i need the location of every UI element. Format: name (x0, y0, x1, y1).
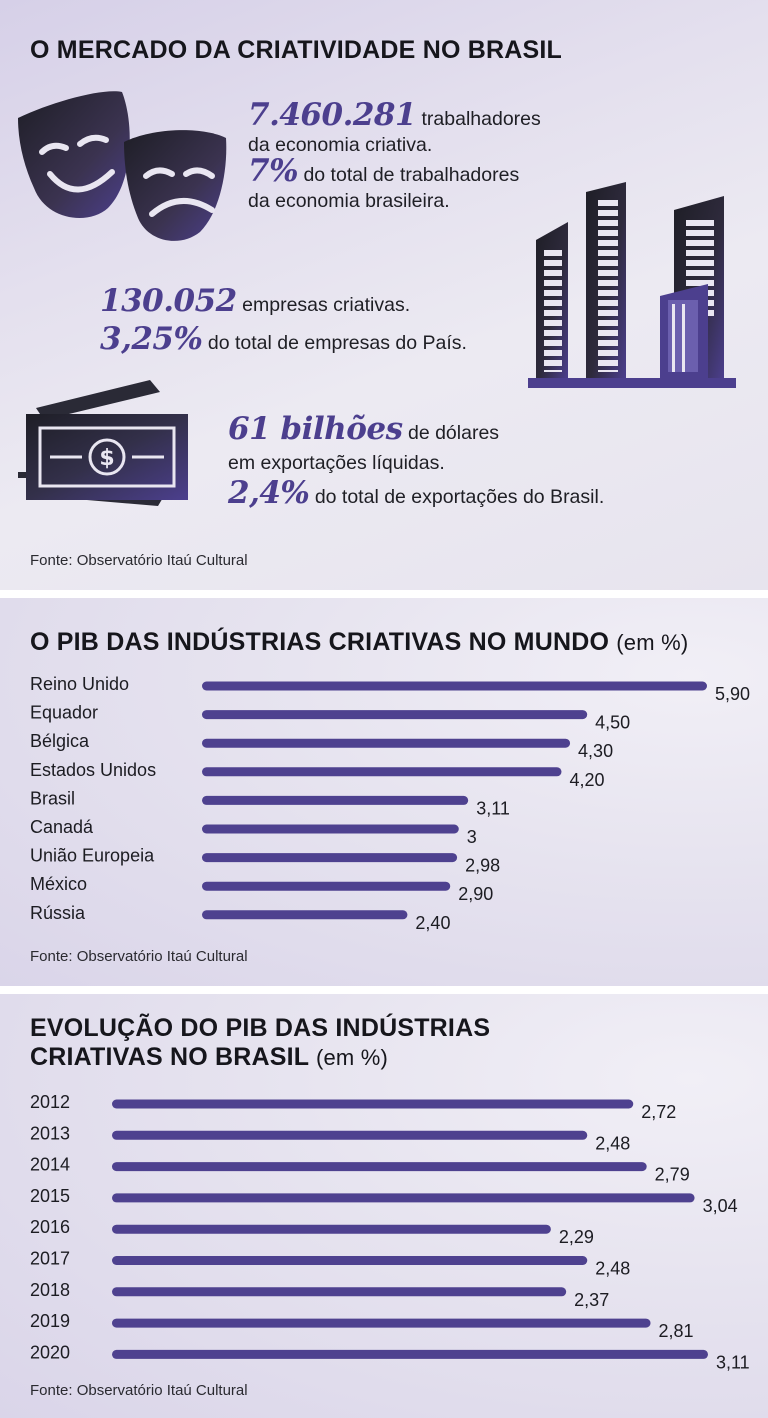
companies-text: empresas criativas. (242, 294, 411, 316)
bar (112, 1193, 695, 1203)
bar (112, 1224, 551, 1234)
bar (112, 1162, 647, 1172)
brazil-gdp-bar-chart: 2012 2,72 2013 2,48 2014 2,79 2015 3,04 2016 2,29… (30, 1092, 750, 1372)
category-label: México (30, 874, 87, 894)
value-label: 2,90 (458, 884, 493, 904)
bar (112, 1256, 588, 1265)
chart-title: EVOLUÇÃO DO PIB DAS INDÚSTRIAS CRIATIVAS… (30, 1014, 490, 1072)
value-label: 2,29 (559, 1227, 594, 1247)
category-label: 2017 (30, 1249, 70, 1269)
category-label: 2013 (30, 1123, 70, 1143)
chart-unit: (em %) (315, 1045, 389, 1070)
bar (202, 767, 562, 777)
bar (202, 710, 588, 720)
value-label: 5,90 (715, 684, 750, 704)
value-label: 2,40 (415, 913, 450, 933)
workers-pct-text-1: do total de trabalhadores (303, 164, 520, 186)
bar (112, 1287, 567, 1297)
category-label: 2014 (30, 1155, 70, 1175)
companies-pct-text: do total de empresas do País. (207, 332, 467, 354)
value-label: 2,81 (659, 1321, 694, 1341)
value-label: 2,79 (655, 1165, 690, 1185)
category-label: 2020 (30, 1342, 70, 1362)
chart-title-line1: EVOLUÇÃO DO PIB DAS INDÚSTRIAS (30, 1014, 491, 1042)
source-note: Fonte: Observatório Itaú Cultural (30, 552, 248, 569)
bar (202, 824, 459, 834)
bar (112, 1318, 651, 1328)
bar (202, 853, 458, 863)
category-label: 2012 (30, 1092, 70, 1112)
category-label: União Europeia (30, 846, 155, 866)
category-label: 2016 (30, 1217, 70, 1237)
svg-text:$: $ (99, 446, 114, 471)
world-gdp-panel: O PIB DAS INDÚSTRIAS CRIATIVAS NO MUNDO … (0, 598, 768, 986)
category-label: Reino Unido (30, 674, 129, 694)
value-label: 3 (467, 827, 477, 847)
category-label: Canadá (30, 817, 94, 837)
exports-pct: 2,4% (228, 475, 310, 511)
bar (202, 738, 571, 748)
value-label: 4,30 (578, 741, 613, 761)
workers-text-1: trabalhadores (421, 108, 541, 130)
workers-value: 7.460.281 (248, 97, 417, 133)
workers-pct-text-2: da economia brasileira. (248, 190, 450, 212)
money-icon: $ (18, 380, 188, 506)
theater-masks-icon (18, 91, 227, 241)
world-gdp-bar-chart: Reino Unido 5,90 Equador 4,50 Bélgica 4,30 Est… (30, 674, 750, 933)
category-label: 2019 (30, 1311, 70, 1331)
category-label: Equador (30, 703, 98, 723)
bar (202, 795, 469, 805)
category-label: Brasil (30, 788, 75, 808)
bar (202, 910, 408, 920)
value-label: 2,72 (641, 1102, 676, 1122)
source-note: Fonte: Observatório Itaú Cultural (30, 948, 248, 965)
chart-title: O PIB DAS INDÚSTRIAS CRIATIVAS NO MUNDO … (30, 628, 688, 657)
category-label: Rússia (30, 903, 86, 923)
value-label: 4,50 (595, 713, 630, 733)
companies-stat: 130.052 empresas criativas. 3,25% do tot… (100, 284, 467, 360)
bar (112, 1130, 588, 1140)
value-label: 2,37 (574, 1290, 609, 1310)
chart-unit: (em %) (616, 630, 689, 655)
value-label: 3,04 (703, 1196, 738, 1216)
category-label: 2015 (30, 1186, 70, 1206)
exports-text-2: em exportações líquidas. (228, 452, 445, 474)
companies-value: 130.052 (100, 283, 237, 319)
exports-stat: 61 bilhões de dólares em exportações líq… (228, 414, 604, 512)
category-label: Bélgica (30, 731, 90, 751)
brazil-gdp-panel: EVOLUÇÃO DO PIB DAS INDÚSTRIAS CRIATIVAS… (0, 994, 768, 1418)
value-label: 4,20 (569, 770, 604, 790)
bar (202, 681, 707, 691)
value-label: 3,11 (476, 798, 510, 818)
category-label: Estados Unidos (30, 760, 156, 780)
bar (112, 1349, 708, 1359)
chart-title-text: O PIB DAS INDÚSTRIAS CRIATIVAS NO MUNDO (30, 628, 610, 656)
buildings-icon (528, 182, 736, 388)
value-label: 3,11 (716, 1352, 750, 1372)
value-label: 2,48 (595, 1133, 630, 1153)
workers-stat: 7.460.281 trabalhadores da economia cria… (248, 100, 541, 214)
workers-text-2: da economia criativa. (248, 134, 433, 156)
bar (112, 1099, 634, 1109)
category-label: 2018 (30, 1280, 70, 1300)
exports-text-1: de dólares (407, 422, 500, 444)
value-label: 2,98 (465, 856, 500, 876)
chart-title-line2: CRIATIVAS NO BRASIL (30, 1043, 309, 1071)
section-title: O MERCADO DA CRIATIVIDADE NO BRASIL (30, 36, 562, 64)
bar (202, 881, 451, 891)
creative-market-panel: O MERCADO DA CRIATIVIDADE NO BRASIL (0, 0, 768, 590)
workers-pct: 7% (248, 153, 299, 189)
value-label: 2,48 (595, 1259, 630, 1279)
source-note: Fonte: Observatório Itaú Cultural (30, 1382, 248, 1399)
exports-value: 61 bilhões (228, 411, 403, 447)
exports-pct-text: do total de exportações do Brasil. (314, 486, 605, 508)
companies-pct: 3,25% (100, 321, 203, 357)
